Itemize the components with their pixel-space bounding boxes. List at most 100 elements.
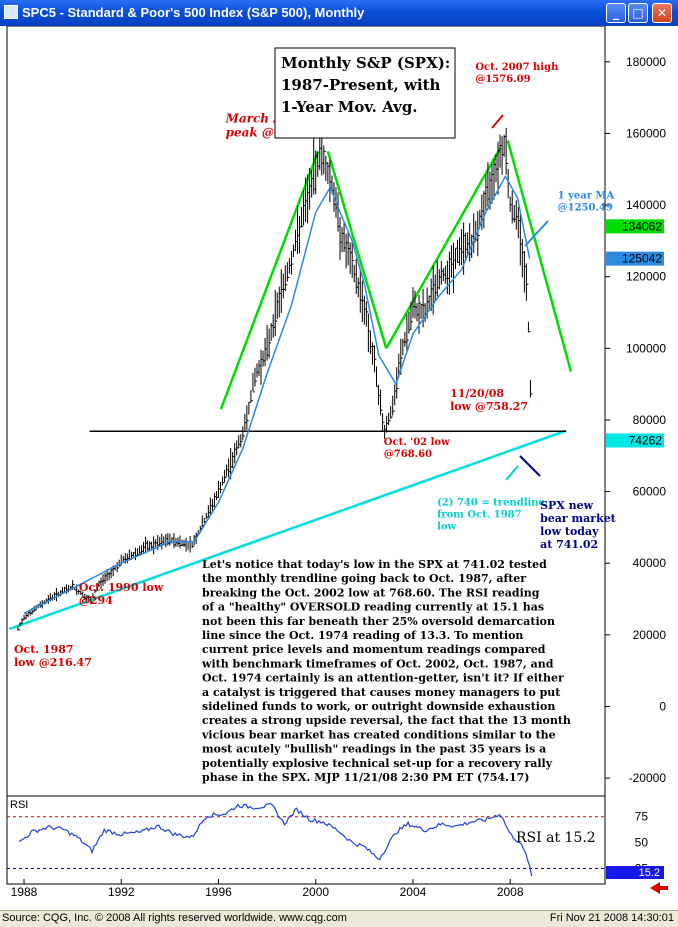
y-tick-label: 20000 (633, 628, 667, 642)
price-marker-box (606, 433, 664, 448)
x-tick-label: 1996 (205, 885, 232, 899)
chart-title: Monthly S&P (SPX): 1987-Present, with 1-Ye… (281, 54, 450, 116)
maximize-button[interactable]: □ (628, 3, 648, 23)
annotation-text: SPX new bear market low today at 741.02 (540, 499, 617, 551)
y-tick-label: 100000 (626, 341, 666, 355)
annotation-line: @768.60 (384, 449, 432, 460)
y-tick-label: 160000 (626, 126, 666, 140)
chart-title-line: 1-Year Mov. Avg. (281, 98, 418, 116)
annotation-text: Oct. 2007 high @1576.09 (475, 62, 559, 85)
commentary-line: creates a strong upside reversal, the fa… (202, 714, 571, 727)
trendline (326, 150, 388, 349)
commentary-line: with benchmark timeframes of Oct. 2002, … (201, 657, 554, 670)
commentary-line: potentially explosive technical set-up f… (202, 757, 553, 770)
annotation-line: 1 year MA (558, 191, 615, 202)
moving-average-line (23, 174, 531, 615)
annotation-line: 11/20/08 (450, 387, 504, 400)
trendline (9, 429, 567, 631)
source-credit: Source: CQG, Inc. © 2008 All rights rese… (2, 912, 347, 924)
annotation-line: SPX new (540, 499, 594, 512)
commentary-line: not been this far beneath ther 25% overs… (202, 615, 555, 628)
annotation-line: low @758.27 (450, 400, 528, 413)
chart-title-line: 1987-Present, with (281, 76, 441, 94)
x-tick-label: 1992 (108, 885, 135, 899)
price-marker-box (606, 219, 664, 234)
commentary-line: breaking the Oct. 2002 low at 768.60. Th… (202, 586, 540, 599)
annotation-line: (2) 740 = trendline (437, 497, 545, 508)
minimize-button[interactable]: _ (606, 3, 626, 23)
commentary-line: a catalyst is triggered that causes mone… (202, 686, 561, 699)
x-tick-label: 1988 (11, 885, 38, 899)
y-tick-label: -20000 (629, 771, 667, 785)
rsi-label: RSI (10, 799, 28, 811)
annotation-arrow (519, 455, 541, 477)
commentary-line: vicious bear market has created conditio… (201, 728, 556, 741)
annotation-text: Oct. 1990 low @294 (79, 581, 164, 607)
annotation-text: 1 year MA @1250.49 (558, 191, 615, 214)
close-button[interactable]: ✕ (652, 3, 672, 23)
y-tick-label: 40000 (633, 556, 667, 570)
x-tick-label: 2000 (302, 885, 329, 899)
rsi-annotation: RSI at 15.2 (516, 830, 596, 846)
annotation-arrow (505, 465, 519, 481)
window-titlebar: SPC5 - Standard & Poor's 500 Index (S&P … (0, 0, 678, 26)
annotation-line: at 741.02 (540, 538, 598, 551)
annotation-line: low (437, 521, 456, 532)
window-title: SPC5 - Standard & Poor's 500 Index (S&P … (22, 5, 365, 20)
trendline (219, 150, 320, 410)
annotation-line: low today (540, 525, 599, 538)
annotation-line: Oct. 1987 (14, 643, 74, 656)
annotation-line: Oct. 2007 high (475, 62, 559, 73)
commentary-text: Let's notice that today's low in the SPX… (201, 558, 571, 784)
annotation-line: Oct. 1990 low (79, 581, 164, 594)
commentary-line: the monthly trendline going back to Oct.… (202, 572, 526, 585)
annotation-line: low @216.47 (14, 656, 92, 669)
arrow-left-icon[interactable] (650, 882, 668, 894)
commentary-line: current price levels and momentum readin… (202, 643, 546, 656)
price-marker-label: 134062 (622, 219, 662, 233)
x-tick-label: 2004 (400, 885, 427, 899)
y-tick-label: 140000 (626, 198, 666, 212)
rsi-panel (6, 795, 606, 885)
commentary-line: most acutely "bullish" readings in the p… (202, 743, 546, 756)
y-tick-label: 0 (659, 699, 666, 713)
annotation-line: bear market (540, 512, 617, 525)
annotation-text: Oct. '02 low @768.60 (384, 437, 450, 460)
annotation-text: Oct. 1987 low @216.47 (14, 643, 92, 669)
price-marker-label: 74262 (629, 434, 663, 448)
annotation-line: from Oct. 1987 (437, 509, 522, 520)
commentary-line: line since the Oct. 1974 reading of 13.3… (202, 629, 523, 642)
price-marker-box (606, 251, 664, 266)
rsi-value: 15.2 (639, 867, 660, 879)
annotation-arrow (524, 220, 549, 247)
annotation-line: Oct. '02 low (384, 437, 450, 448)
commentary-line: Oct. 1974 certainly is an attention-gett… (202, 672, 564, 685)
annotation-arrow (491, 114, 504, 129)
rsi-value-box (606, 866, 664, 879)
app-icon (4, 5, 18, 19)
timestamp: Fri Nov 21 2008 14:30:01 (549, 912, 674, 924)
y-tick-label: 60000 (633, 485, 667, 499)
commentary-line: sidelined funds to work, or outright dow… (202, 700, 555, 713)
annotation-line: @1576.09 (475, 74, 530, 85)
trendline (385, 147, 502, 349)
annotation-text: (2) 740 = trendline from Oct. 1987 low (437, 497, 545, 532)
commentary-line: of a "healthy" OVERSOLD reading currentl… (202, 601, 544, 614)
rsi-tick-label: 50 (635, 836, 649, 850)
y-tick-label: 120000 (626, 270, 666, 284)
rsi-tick-label: 75 (635, 810, 649, 824)
trendline (506, 140, 573, 372)
price-panel (6, 26, 606, 797)
price-marker-label: 125042 (622, 252, 662, 266)
commentary-line: Let's notice that today's low in the SPX… (202, 558, 547, 571)
commentary-line: phase in the SPX. MJP 11/21/08 2:30 PM E… (202, 771, 529, 784)
chart-title-line: Monthly S&P (SPX): (281, 54, 450, 72)
chart-area: 755025 180000160000140000120000100000800… (6, 26, 668, 899)
title-box (274, 47, 456, 139)
annotation-text: 11/20/08 low @758.27 (450, 387, 528, 413)
status-bar: Source: CQG, Inc. © 2008 All rights rese… (0, 910, 678, 927)
y-tick-label: 80000 (633, 413, 667, 427)
y-tick-label: 180000 (626, 55, 666, 69)
x-tick-label: 2008 (497, 885, 524, 899)
rsi-line (18, 802, 533, 877)
